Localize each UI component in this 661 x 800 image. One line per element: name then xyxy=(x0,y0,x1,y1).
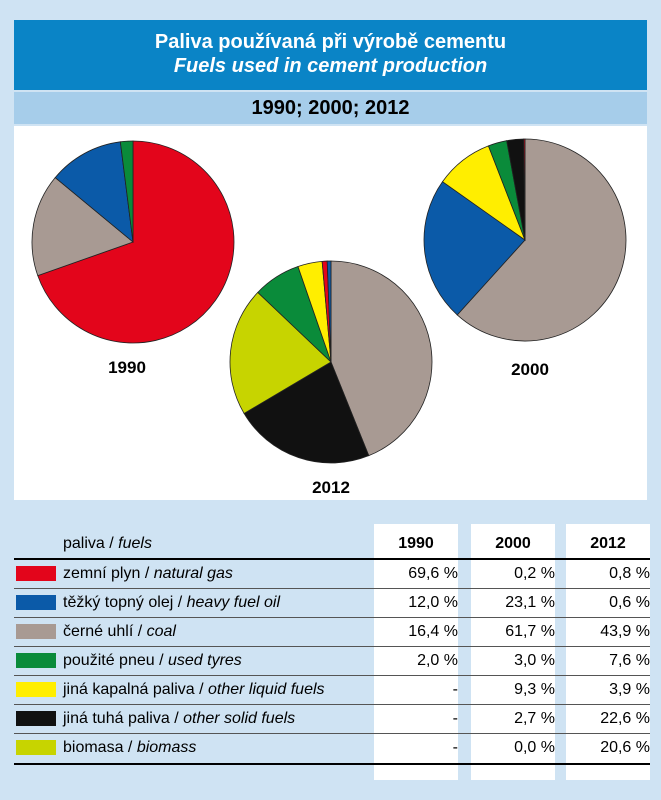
table-header-row: paliva / fuels xyxy=(14,530,647,558)
pie-label-1990: 1990 xyxy=(108,358,146,377)
value-2000: 61,7 % xyxy=(505,623,555,640)
header-divider xyxy=(14,558,650,560)
pie-slice-1990-1 xyxy=(54,141,134,243)
fuel-name: použité pneu / used tyres xyxy=(63,652,242,669)
pie-charts: 1990 2000 2012 xyxy=(31,138,627,497)
fuel-name: zemní plyn / natural gas xyxy=(63,565,233,582)
value-2012: 3,9 % xyxy=(609,681,650,698)
value-1990: 12,0 % xyxy=(408,594,458,611)
header-1990: 1990 xyxy=(398,535,434,552)
value-2000: 0,2 % xyxy=(514,565,555,582)
pie-slice-2000-2 xyxy=(456,138,627,342)
legend-swatch xyxy=(16,566,56,581)
table-bottom-line xyxy=(14,763,650,765)
value-2000: 3,0 % xyxy=(514,652,555,669)
pie-slice-2012-2 xyxy=(330,260,433,457)
column-bg-2012 xyxy=(566,524,650,780)
years-subtitle: 1990; 2000; 2012 xyxy=(14,92,647,124)
table-row: zemní plyn / natural gas 69,6 % 0,2 % 0,8 % xyxy=(14,560,650,588)
pie-slice-1990-3 xyxy=(119,140,134,243)
row-divider xyxy=(14,675,650,676)
legend-swatch xyxy=(16,595,56,610)
legend-swatch xyxy=(16,653,56,668)
value-2012: 7,6 % xyxy=(609,652,650,669)
value-1990: 2,0 % xyxy=(417,652,458,669)
title-czech: Paliva používaná při výrobě cementu xyxy=(154,31,507,53)
table-row: těžký topný olej / heavy fuel oil 12,0 % 2… xyxy=(14,589,650,617)
header-2012: 2012 xyxy=(590,535,626,552)
table-row: černé uhlí / coal 16,4 % 61,7 % 43,9 % xyxy=(14,618,650,646)
pie-slice-1990-0 xyxy=(37,140,235,344)
pie-slice-1990-2 xyxy=(31,177,134,277)
value-2000: 2,7 % xyxy=(514,710,555,727)
value-2012: 20,6 % xyxy=(600,739,650,756)
value-2012: 22,6 % xyxy=(600,710,650,727)
value-1990: - xyxy=(452,739,458,756)
header-2000: 2000 xyxy=(495,535,531,552)
pie-slice-2000-0 xyxy=(523,138,526,241)
fuel-name: biomasa / biomass xyxy=(63,739,197,756)
value-2012: 0,6 % xyxy=(609,594,650,611)
value-2000: 0,0 % xyxy=(514,739,555,756)
pie-1990 xyxy=(31,140,235,344)
chart-title-banner: Paliva používaná při výrobě cementu Fuel… xyxy=(14,20,647,90)
column-bg-2000 xyxy=(471,524,555,780)
legend-swatch xyxy=(16,711,56,726)
row-divider xyxy=(14,588,650,589)
table-row: biomasa / biomass - 0,0 % 20,6 % xyxy=(14,734,650,762)
row-divider xyxy=(14,733,650,734)
pie-slice-2012-1 xyxy=(326,260,332,363)
legend-swatch xyxy=(16,740,56,755)
value-2012: 0,8 % xyxy=(609,565,650,582)
value-1990: 69,6 % xyxy=(408,565,458,582)
fuel-name: těžký topný olej / heavy fuel oil xyxy=(63,594,281,611)
title-english: Fuels used in cement production xyxy=(173,55,488,77)
fuel-name: černé uhlí / coal xyxy=(63,623,176,640)
row-divider xyxy=(14,646,650,647)
value-2000: 9,3 % xyxy=(514,681,555,698)
table-row: jiná tuhá paliva / other solid fuels - 2,7… xyxy=(14,705,650,733)
fuel-name: jiná tuhá paliva / other solid fuels xyxy=(63,710,296,727)
fuel-name: jiná kapalná paliva / other liquid fuels xyxy=(63,681,325,698)
pie-label-2000: 2000 xyxy=(511,360,549,379)
legend-swatch xyxy=(16,624,56,639)
value-1990: 16,4 % xyxy=(408,623,458,640)
pie-2000 xyxy=(423,138,627,342)
pie-2012 xyxy=(229,260,433,464)
pie-slice-2012-6 xyxy=(229,291,332,414)
pie-slice-2012-5 xyxy=(243,361,370,464)
column-bg-1990 xyxy=(374,524,458,780)
row-divider xyxy=(14,617,650,618)
value-1990: - xyxy=(452,710,458,727)
pie-label-2012: 2012 xyxy=(312,478,350,497)
value-1990: - xyxy=(452,681,458,698)
table-row: jiná kapalná paliva / other liquid fuels… xyxy=(14,676,650,704)
legend-swatch xyxy=(16,682,56,697)
header-fuels: paliva / fuels xyxy=(63,535,152,552)
table-row: použité pneu / used tyres 2,0 % 3,0 % 7,6 % xyxy=(14,647,650,675)
value-2012: 43,9 % xyxy=(600,623,650,640)
row-divider xyxy=(14,704,650,705)
value-2000: 23,1 % xyxy=(505,594,555,611)
pie-slice-2000-1 xyxy=(423,181,526,316)
